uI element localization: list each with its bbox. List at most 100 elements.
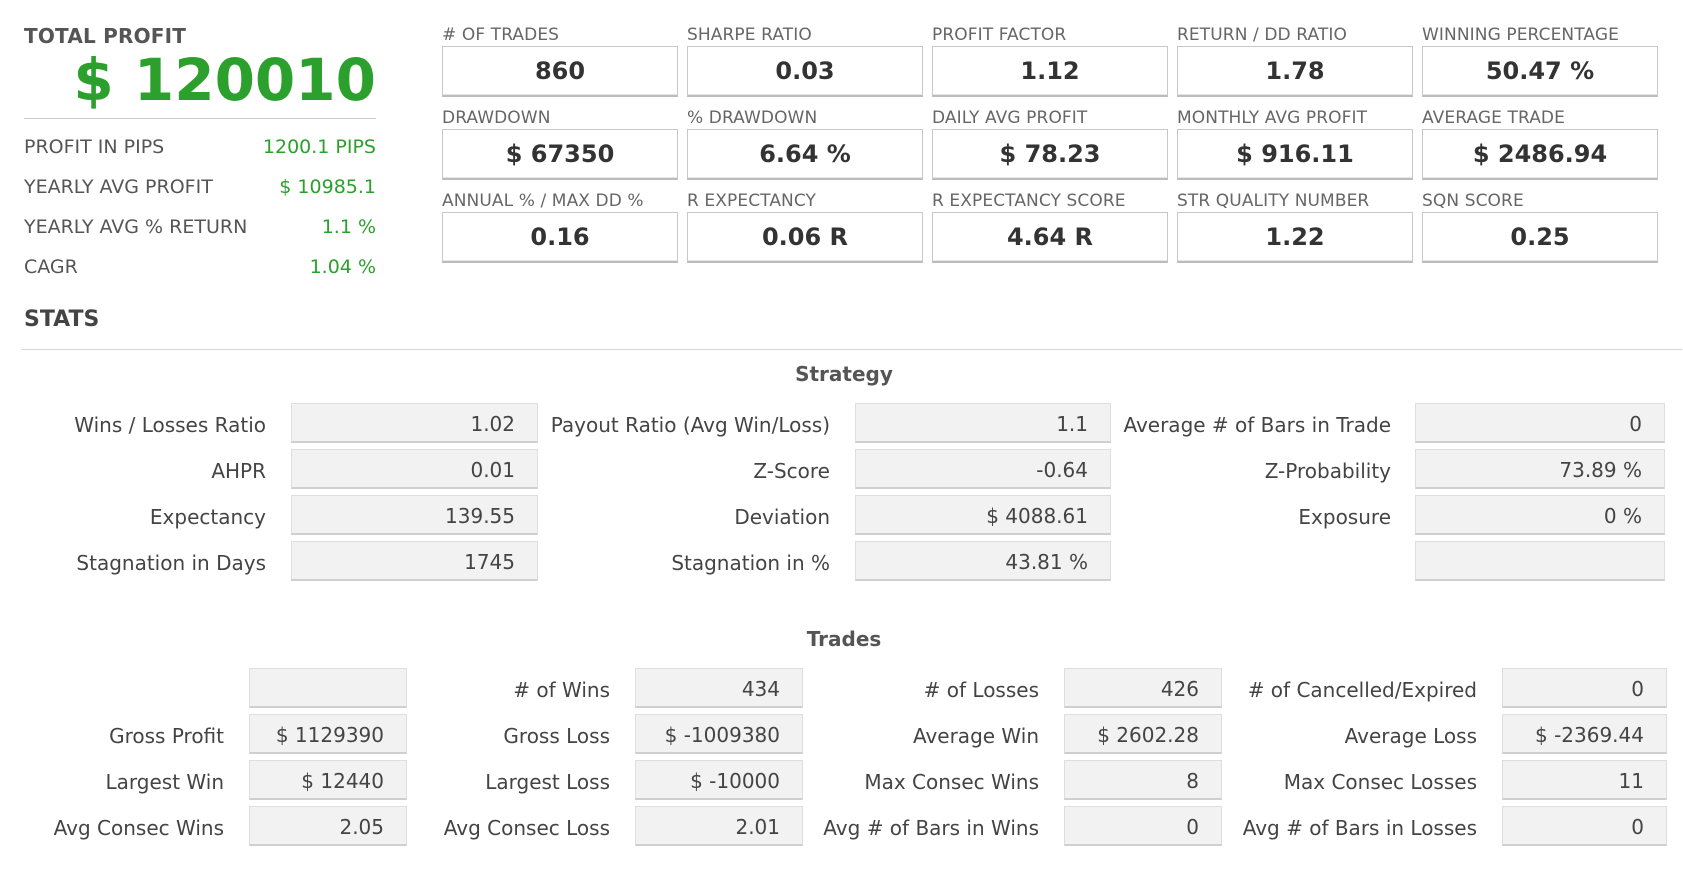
stat-label: Max Consec Losses xyxy=(1283,770,1477,794)
stat-label: Average Win xyxy=(912,724,1039,748)
metric-label: PROFIT FACTOR xyxy=(932,25,1067,45)
stat-label: Deviation xyxy=(734,505,830,529)
stat-value: 0 % xyxy=(1415,495,1665,535)
stat-label: Exposure xyxy=(1298,505,1391,529)
metric-label: ANNUAL % / MAX DD % xyxy=(442,191,644,211)
summary-row-cagr: CAGR 1.04 % xyxy=(24,247,376,287)
stat-label: Largest Win xyxy=(105,770,224,794)
stat-label: Stagnation in Days xyxy=(76,551,266,575)
stat-value: 1.1 xyxy=(855,403,1111,443)
metric-card: ANNUAL % / MAX DD % 0.16 xyxy=(442,190,678,263)
stat-value xyxy=(1415,541,1665,581)
stat-value: 139.55 xyxy=(291,495,538,535)
metric-card: STR QUALITY NUMBER 1.22 xyxy=(1177,190,1413,263)
metric-card: SQN SCORE 0.25 xyxy=(1422,190,1658,263)
stat-label: # of Cancelled/Expired xyxy=(1247,678,1477,702)
metric-value: 0.25 xyxy=(1422,212,1658,263)
summary-value: $ 10985.1 xyxy=(279,176,376,198)
stat-value: $ 1129390 xyxy=(249,714,407,754)
metric-card: AVERAGE TRADE $ 2486.94 xyxy=(1422,107,1658,180)
strategy-heading: Strategy xyxy=(795,362,893,386)
profit-summary: TOTAL PROFIT $ 120010 PROFIT IN PIPS 120… xyxy=(24,24,376,287)
summary-row-yearly-profit: YEARLY AVG PROFIT $ 10985.1 xyxy=(24,167,376,207)
metric-card: % DRAWDOWN 6.64 % xyxy=(687,107,923,180)
stat-label: Avg Consec Wins xyxy=(53,816,224,840)
stat-label: Avg # of Bars in Losses xyxy=(1242,816,1477,840)
stat-value: 8 xyxy=(1064,760,1222,800)
total-profit-label: TOTAL PROFIT xyxy=(24,24,187,48)
metric-card: DAILY AVG PROFIT $ 78.23 xyxy=(932,107,1168,180)
stat-label: Gross Profit xyxy=(109,724,224,748)
stat-label: Payout Ratio (Avg Win/Loss) xyxy=(550,413,830,437)
metric-value: 6.64 % xyxy=(687,129,923,180)
stat-value: $ 12440 xyxy=(249,760,407,800)
stat-value: 2.05 xyxy=(249,806,407,846)
stat-label: Average Loss xyxy=(1344,724,1477,748)
metric-label: STR QUALITY NUMBER xyxy=(1177,191,1370,211)
metric-card: RETURN / DD RATIO 1.78 xyxy=(1177,24,1413,97)
summary-row-yearly-return: YEARLY AVG % RETURN 1.1 % xyxy=(24,207,376,247)
metric-label: DAILY AVG PROFIT xyxy=(932,108,1088,128)
stat-label: AHPR xyxy=(211,459,266,483)
metric-label: SHARPE RATIO xyxy=(687,25,812,45)
summary-value: 1.1 % xyxy=(321,216,376,238)
metric-label: R EXPECTANCY SCORE xyxy=(932,191,1126,211)
stat-value: -0.64 xyxy=(855,449,1111,489)
metric-value: 0.06 R xyxy=(687,212,923,263)
stat-label xyxy=(0,541,1391,585)
metric-label: SQN SCORE xyxy=(1422,191,1524,211)
metric-card: PROFIT FACTOR 1.12 xyxy=(932,24,1168,97)
stat-value: $ -2369.44 xyxy=(1502,714,1667,754)
metric-label: RETURN / DD RATIO xyxy=(1177,25,1347,45)
metric-value: 0.03 xyxy=(687,46,923,97)
total-profit-value: $ 120010 xyxy=(73,46,376,114)
stat-value: 11 xyxy=(1502,760,1667,800)
metric-cards: # OF TRADES 860 SHARPE RATIO 0.03 PROFIT FAC… xyxy=(442,24,1658,263)
stat-label: Wins / Losses Ratio xyxy=(74,413,266,437)
stat-value: 0 xyxy=(1064,806,1222,846)
summary-label: CAGR xyxy=(24,256,78,278)
stats-divider xyxy=(22,349,1682,350)
stat-label: Avg # of Bars in Wins xyxy=(823,816,1039,840)
metric-value: 4.64 R xyxy=(932,212,1168,263)
stat-value: $ -1009380 xyxy=(635,714,803,754)
summary-label: PROFIT IN PIPS xyxy=(24,136,165,158)
summary-row-pips: PROFIT IN PIPS 1200.1 PIPS xyxy=(24,127,376,167)
stat-label: Expectancy xyxy=(149,505,266,529)
stat-value: 434 xyxy=(635,668,803,708)
metric-label: R EXPECTANCY xyxy=(687,191,817,211)
metric-value: 50.47 % xyxy=(1422,46,1658,97)
stat-value: 426 xyxy=(1064,668,1222,708)
stat-label: Average # of Bars in Trade xyxy=(1123,413,1391,437)
stat-value: $ 4088.61 xyxy=(855,495,1111,535)
stats-heading: STATS xyxy=(24,307,100,332)
metric-value: $ 67350 xyxy=(442,129,678,180)
summary-divider xyxy=(24,118,376,119)
trades-heading: Trades xyxy=(806,627,882,651)
summary-value: 1.04 % xyxy=(309,256,376,278)
metric-value: 1.12 xyxy=(932,46,1168,97)
stat-label: Z-Score xyxy=(753,459,830,483)
stat-label: Max Consec Wins xyxy=(864,770,1039,794)
summary-label: YEARLY AVG % RETURN xyxy=(24,216,248,238)
stat-label: Gross Loss xyxy=(503,724,610,748)
metric-label: AVERAGE TRADE xyxy=(1422,108,1565,128)
metric-card: DRAWDOWN $ 67350 xyxy=(442,107,678,180)
metric-card: WINNING PERCENTAGE 50.47 % xyxy=(1422,24,1658,97)
metric-card: SHARPE RATIO 0.03 xyxy=(687,24,923,97)
metric-card: MONTHLY AVG PROFIT $ 916.11 xyxy=(1177,107,1413,180)
metric-label: DRAWDOWN xyxy=(442,108,551,128)
metric-value: 0.16 xyxy=(442,212,678,263)
metric-label: # OF TRADES xyxy=(442,25,560,45)
metric-label: MONTHLY AVG PROFIT xyxy=(1177,108,1368,128)
stat-value: $ -10000 xyxy=(635,760,803,800)
stat-value: 0 xyxy=(1415,403,1665,443)
metric-label: % DRAWDOWN xyxy=(687,108,818,128)
stat-value xyxy=(249,668,407,708)
stat-value: 0 xyxy=(1502,668,1667,708)
stat-label: # of Wins xyxy=(513,678,610,702)
metric-label: WINNING PERCENTAGE xyxy=(1422,25,1619,45)
metric-value: 1.22 xyxy=(1177,212,1413,263)
summary-value: 1200.1 PIPS xyxy=(262,136,376,158)
stat-value: 2.01 xyxy=(635,806,803,846)
